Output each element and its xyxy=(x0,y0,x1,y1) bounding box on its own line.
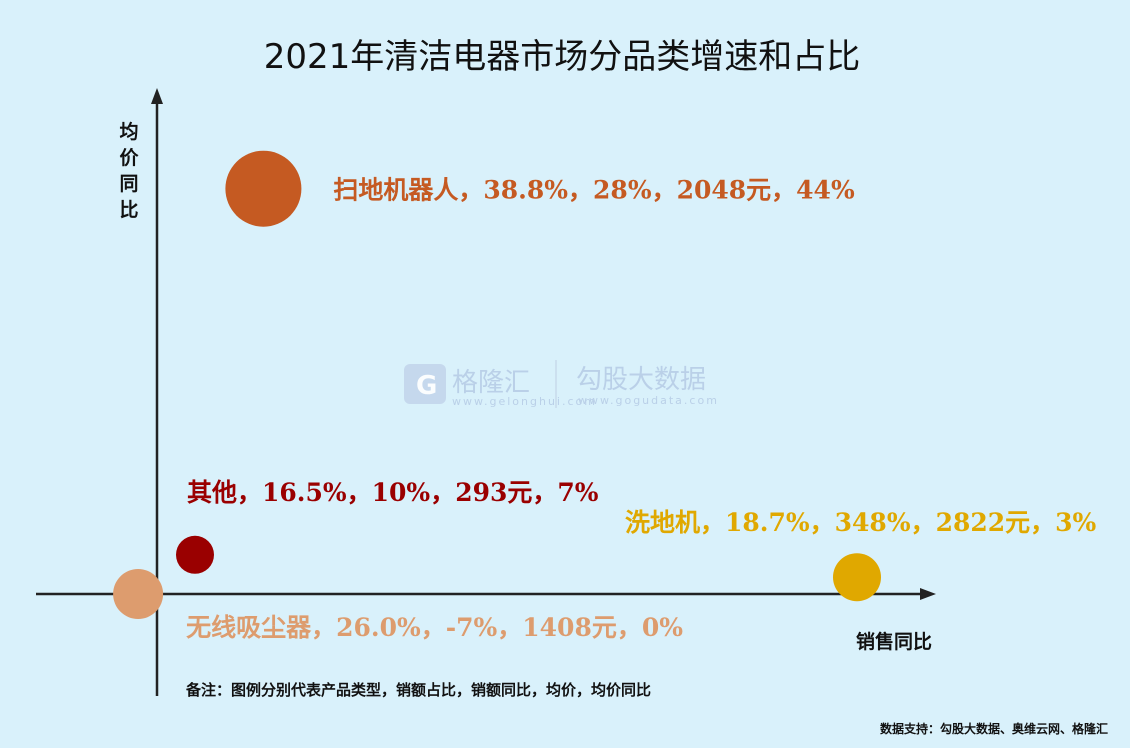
chart-title: 2021年清洁电器市场分品类增速和占比 xyxy=(264,37,861,77)
x-axis-arrow xyxy=(920,588,936,600)
bubble-label-0: 扫地机器人，38.8%，28%，2048元，44% xyxy=(333,176,855,205)
bubble-label-1: 其他，16.5%，10%，293元，7% xyxy=(187,478,599,507)
bubble-label-3: 无线吸尘器，26.0%，-7%，1408元，0% xyxy=(186,613,683,642)
watermark-brand1-url: www.gelonghui.com xyxy=(452,395,597,408)
y-axis-label: 均价同比 xyxy=(119,120,139,221)
bubble-label-2: 洗地机，18.7%，348%，2822元，3% xyxy=(625,508,1097,537)
bubble-3 xyxy=(113,569,164,619)
watermark-brand2: 勾股大数据 xyxy=(576,365,706,395)
bubble-2 xyxy=(833,553,881,602)
chart-note: 备注：图例分别代表产品类型，销额占比，销额同比，均价，均价同比 xyxy=(185,681,651,699)
watermark: G 格隆汇 www.gelonghui.com 勾股大数据 www.goguda… xyxy=(404,360,719,408)
watermark-brand2-url: www.gogudata.com xyxy=(578,394,719,407)
bubble-1 xyxy=(176,535,214,574)
svg-text:G: G xyxy=(416,371,437,401)
x-axis-label: 销售同比 xyxy=(856,630,932,653)
chart-source: 数据支持：勾股大数据、奥维云网、格隆汇 xyxy=(880,721,1108,736)
watermark-logo-icon xyxy=(404,364,446,404)
watermark-brand1: 格隆汇 xyxy=(452,368,530,398)
bubble-layer: 扫地机器人，38.8%，28%，2048元，44% 其他，16.5%，10%，29… xyxy=(113,150,1097,642)
y-axis-arrow xyxy=(151,88,163,104)
bubble-0 xyxy=(225,150,302,227)
